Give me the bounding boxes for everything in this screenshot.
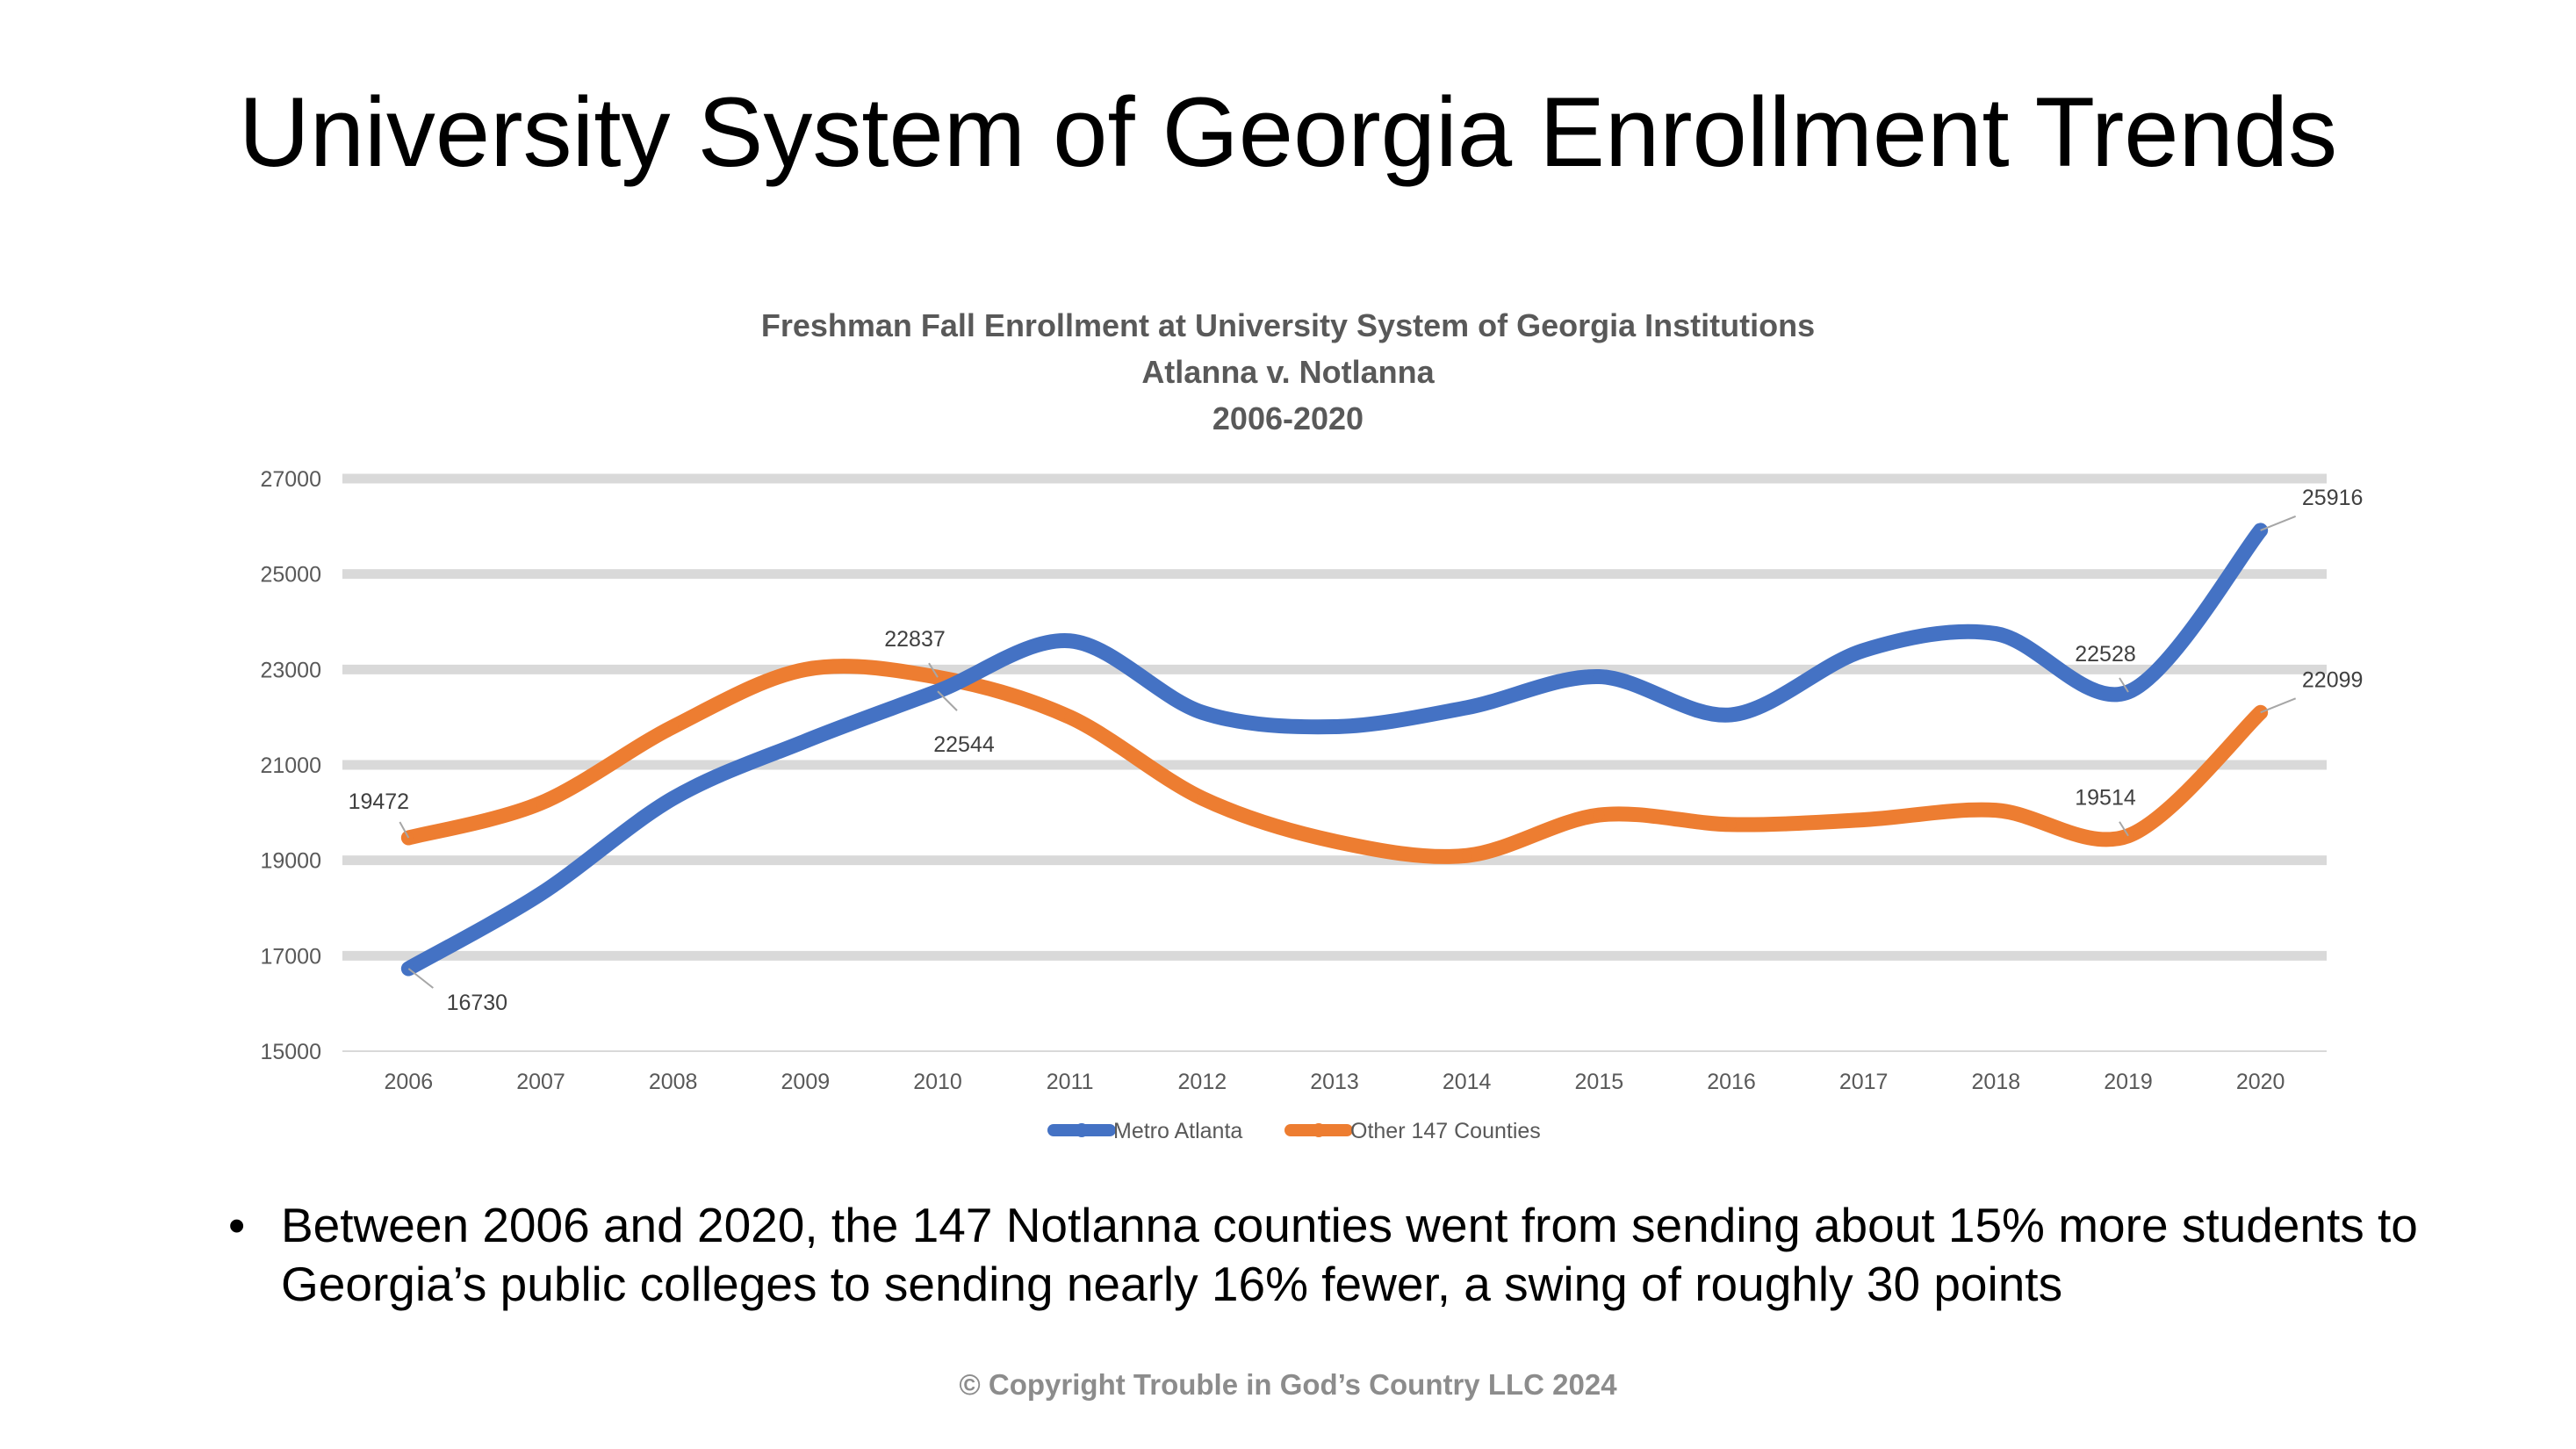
x-tick-label: 2008 [649, 1070, 698, 1094]
data-label: 16730 [447, 991, 508, 1015]
data-point [800, 664, 811, 675]
data-point [1329, 835, 1340, 847]
data-point [667, 793, 679, 804]
x-axis-labels: 2006 2007 2008 2009 2010 2011 2012 2013 2014 2015… [385, 1070, 2285, 1094]
legend-label: Other 147 Counties [1350, 1119, 1541, 1143]
slide-title: University System of Georgia Enrollment … [238, 77, 2338, 187]
y-tick-label: 27000 [260, 467, 321, 492]
data-point [1990, 804, 2002, 816]
data-label-leader [2119, 677, 2129, 693]
x-tick-label: 2015 [1575, 1070, 1624, 1094]
y-axis-labels: 15000 17000 19000 21000 23000 25000 27000 [260, 467, 321, 1064]
data-point [1990, 628, 2002, 639]
data-label: 19472 [349, 789, 410, 814]
data-label-leader [928, 662, 939, 678]
data-label: 22544 [933, 732, 995, 757]
y-tick-label: 23000 [260, 658, 321, 682]
bullet-point: • Between 2006 and 2020, the 147 Notlann… [228, 1196, 2476, 1314]
data-point [1064, 635, 1076, 646]
data-point [1726, 818, 1737, 830]
x-tick-label: 2006 [385, 1070, 434, 1094]
y-tick-label: 15000 [260, 1040, 321, 1064]
chart-title-line-3: 2006-2020 [1212, 400, 1364, 436]
data-point [1594, 671, 1605, 682]
x-tick-label: 2014 [1443, 1070, 1492, 1094]
y-tick-label: 17000 [260, 944, 321, 969]
gridlines [342, 473, 2327, 1052]
legend: Metro Atlanta Other 147 Counties [1047, 1119, 1541, 1143]
x-tick-label: 2017 [1839, 1070, 1889, 1094]
x-tick-label: 2018 [1972, 1070, 2021, 1094]
chart-title-line-1: Freshman Fall Enrollment at University S… [761, 307, 1815, 343]
data-point [1594, 810, 1605, 821]
data-label: 22099 [2302, 667, 2364, 692]
series-lines [400, 523, 2269, 977]
series-line-metro-atlanta [400, 523, 2269, 977]
chart-title-line-2: Atlanna v. Notlanna [1141, 354, 1435, 390]
data-label-leader [2260, 697, 2297, 714]
data-label: 22528 [2075, 642, 2136, 667]
data-label: 22837 [884, 627, 946, 652]
copyright-notice: © Copyright Trouble in God’s Country LLC… [959, 1368, 1617, 1401]
x-tick-label: 2016 [1707, 1070, 1756, 1094]
y-tick-label: 21000 [260, 753, 321, 778]
data-point [1064, 711, 1076, 723]
x-tick-label: 2019 [2104, 1070, 2153, 1094]
x-tick-label: 2012 [1178, 1070, 1227, 1094]
data-label-leader [937, 690, 958, 711]
x-tick-label: 2010 [913, 1070, 962, 1094]
data-point [800, 735, 811, 746]
bullet-text: Between 2006 and 2020, the 147 Notlanna … [281, 1198, 2418, 1311]
y-tick-label: 19000 [260, 849, 321, 874]
chart-title: Freshman Fall Enrollment at University S… [761, 307, 1815, 436]
data-point [1858, 814, 1869, 825]
x-tick-label: 2013 [1310, 1070, 1359, 1094]
data-label: 25916 [2302, 486, 2364, 510]
data-label-leader [407, 968, 434, 989]
data-labels: 16730 22544 22528 25916 19472 22837 19514 22099 [349, 486, 2364, 1015]
legend-marker [1312, 1123, 1326, 1137]
data-label-leader [2119, 821, 2129, 837]
data-point [1858, 645, 1869, 656]
data-point [1461, 702, 1472, 713]
data-label-leader [399, 821, 410, 839]
data-point [536, 797, 546, 809]
x-tick-label: 2011 [1047, 1070, 1094, 1094]
data-point [1197, 793, 1208, 804]
data-point [667, 721, 679, 732]
data-point [1726, 709, 1737, 720]
legend-label: Metro Atlanta [1113, 1119, 1242, 1143]
data-point [1197, 707, 1208, 718]
x-tick-label: 2020 [2236, 1070, 2285, 1094]
data-point [1329, 721, 1340, 732]
data-point [1461, 850, 1472, 861]
x-tick-label: 2009 [781, 1070, 831, 1094]
enrollment-line-chart: Freshman Fall Enrollment at University S… [260, 307, 2364, 1143]
legend-marker [1075, 1123, 1089, 1137]
data-label-leader [2260, 515, 2297, 531]
bullet-marker: • [228, 1198, 246, 1252]
x-tick-label: 2007 [516, 1070, 565, 1094]
data-label: 19514 [2075, 786, 2136, 811]
data-point [536, 888, 546, 899]
y-tick-label: 25000 [260, 563, 321, 588]
